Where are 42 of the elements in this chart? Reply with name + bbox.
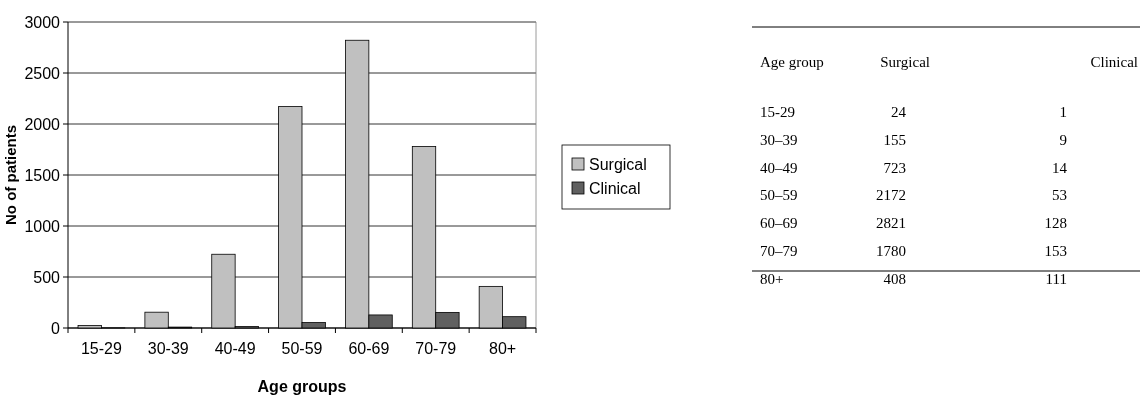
data-label: 111 bbox=[1045, 270, 1067, 287]
data-label: 155 bbox=[883, 131, 906, 148]
category-label: 40–49 bbox=[760, 159, 798, 176]
data-label: 24 bbox=[891, 104, 907, 120]
category-label: 15-29 bbox=[760, 104, 795, 120]
data-label: 1780 bbox=[876, 243, 906, 259]
y-tick-label: 0 bbox=[51, 319, 61, 337]
text: Surgical bbox=[880, 54, 930, 70]
y-tick-label: 1000 bbox=[24, 217, 61, 235]
x-tick-label: 30-39 bbox=[147, 340, 189, 357]
data-label: 2821 bbox=[876, 215, 906, 232]
data-label: 408 bbox=[883, 270, 906, 287]
category-label: 50–59 bbox=[760, 187, 798, 204]
y-axis-title: No of patients bbox=[2, 125, 19, 225]
category-label: 30–39 bbox=[760, 131, 798, 148]
legend-label: Surgical bbox=[589, 155, 647, 173]
x-tick-label: 60-69 bbox=[348, 340, 390, 357]
x-tick-label: 15-29 bbox=[80, 340, 122, 357]
data-label: 723 bbox=[883, 159, 906, 176]
y-tick-label: 1500 bbox=[24, 166, 61, 184]
text: Age group bbox=[760, 54, 824, 70]
category-label: 70–79 bbox=[760, 243, 798, 259]
text: Clinical bbox=[1090, 54, 1138, 70]
data-label: 14 bbox=[1052, 159, 1068, 176]
x-tick-label: 50-59 bbox=[281, 340, 323, 357]
y-tick-label: 500 bbox=[33, 268, 61, 286]
data-label: 1 bbox=[1059, 104, 1067, 120]
y-tick-label: 3000 bbox=[24, 13, 61, 31]
x-tick-label: 40-49 bbox=[214, 340, 256, 357]
y-tick-label: 2500 bbox=[24, 64, 61, 82]
x-tick-label: 80+ bbox=[489, 340, 517, 357]
data-label: 9 bbox=[1059, 131, 1067, 148]
x-axis-title: Age groups bbox=[257, 378, 347, 395]
data-label: 128 bbox=[1044, 215, 1067, 232]
data-label: 2172 bbox=[876, 187, 906, 204]
legend-label: Clinical bbox=[589, 179, 641, 197]
data-label: 53 bbox=[1052, 187, 1067, 204]
category-label: 80+ bbox=[760, 270, 784, 287]
category-label: 60–69 bbox=[760, 215, 798, 232]
x-tick-label: 70-79 bbox=[415, 340, 457, 357]
y-tick-label: 2000 bbox=[24, 115, 61, 133]
data-label: 153 bbox=[1044, 243, 1067, 259]
